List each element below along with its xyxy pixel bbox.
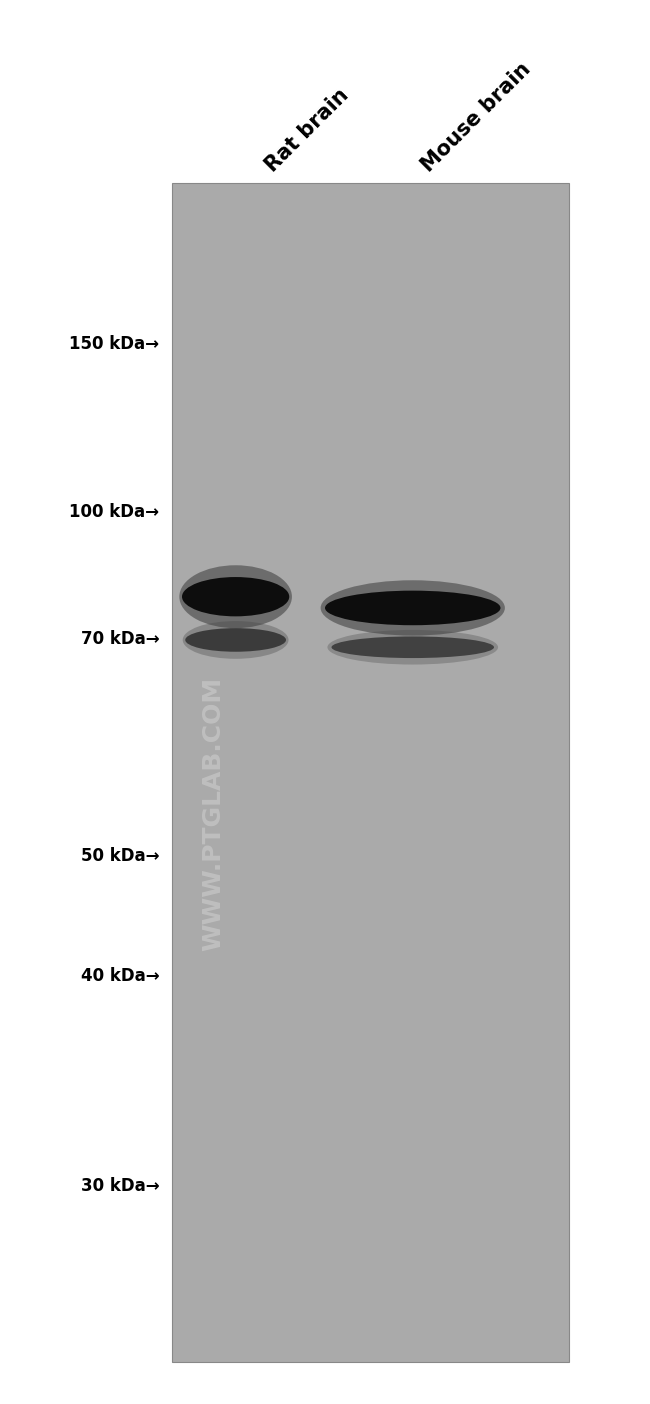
Text: 150 kDa→: 150 kDa→	[70, 336, 159, 352]
Text: 50 kDa→: 50 kDa→	[81, 848, 159, 865]
Ellipse shape	[320, 580, 505, 636]
Bar	[172, 183, 569, 1362]
Ellipse shape	[332, 636, 494, 658]
Text: Rat brain: Rat brain	[262, 84, 353, 176]
Text: WWW.PTGLAB.COM: WWW.PTGLAB.COM	[202, 677, 226, 952]
Ellipse shape	[328, 630, 498, 664]
Ellipse shape	[185, 628, 286, 651]
Ellipse shape	[325, 591, 500, 625]
Text: Mouse brain: Mouse brain	[418, 59, 535, 176]
Ellipse shape	[182, 577, 289, 616]
Ellipse shape	[183, 621, 289, 658]
Text: 70 kDa→: 70 kDa→	[81, 630, 159, 647]
Ellipse shape	[179, 566, 292, 628]
Text: 30 kDa→: 30 kDa→	[81, 1178, 159, 1195]
Text: 100 kDa→: 100 kDa→	[70, 504, 159, 521]
Text: 40 kDa→: 40 kDa→	[81, 967, 159, 984]
